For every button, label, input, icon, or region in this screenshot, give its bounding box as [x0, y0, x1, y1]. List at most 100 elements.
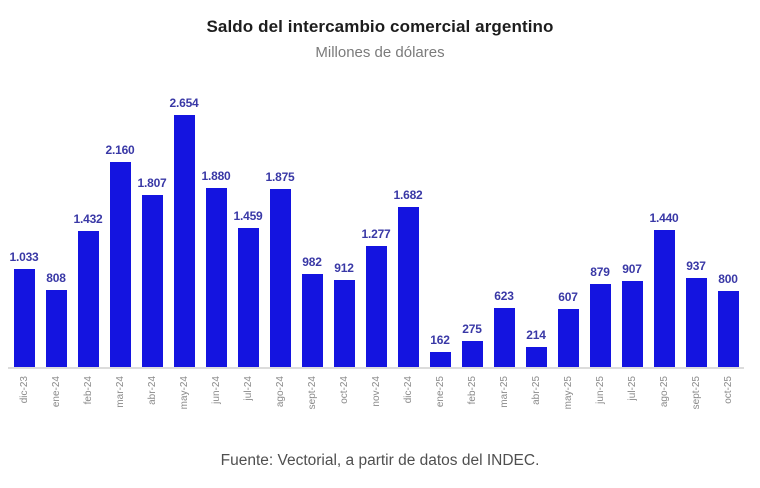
- bar-column: 607: [552, 290, 584, 367]
- bar: [45, 290, 67, 367]
- x-axis-tick-label: may-25: [562, 376, 574, 410]
- bar-column: 1.807: [136, 176, 168, 367]
- bar-value-label: 623: [494, 289, 514, 303]
- x-axis-tick: abr-25: [520, 369, 552, 435]
- bar: [173, 115, 195, 367]
- bar-value-label: 800: [718, 272, 738, 286]
- x-axis-tick-label: mar-24: [114, 376, 126, 408]
- x-axis-tick-label: sept-24: [306, 376, 318, 410]
- x-axis-tick-label: ago-24: [274, 376, 286, 408]
- x-axis-tick-label: oct-25: [722, 376, 734, 404]
- bar-chart: 1.033 808 1.432 2.160 1.807 2.654 1.880 1.459 1.…: [0, 74, 760, 435]
- x-axis-tick: ene-25: [424, 369, 456, 435]
- x-axis-tick-label: abr-24: [146, 376, 158, 405]
- bar-value-label: 275: [462, 322, 482, 336]
- x-axis-tick-label: jun-25: [594, 376, 606, 404]
- x-axis-tick: nov-24: [360, 369, 392, 435]
- bar: [653, 230, 675, 367]
- x-axis-tick-label: feb-24: [82, 376, 94, 405]
- bar-value-label: 1.440: [649, 211, 679, 225]
- x-axis-tick-label: dic-24: [402, 376, 414, 404]
- x-axis-tick: jul-25: [616, 369, 648, 435]
- x-axis-tick: feb-24: [72, 369, 104, 435]
- x-axis-tick-label: ene-25: [434, 376, 446, 408]
- bar-column: 2.160: [104, 143, 136, 367]
- bar-value-label: 214: [526, 328, 546, 342]
- bar-column: 214: [520, 328, 552, 367]
- x-axis-tick: jun-24: [200, 369, 232, 435]
- chart-title: Saldo del intercambio comercial argentin…: [206, 17, 554, 36]
- x-axis-tick-label: sept-25: [690, 376, 702, 410]
- bar-column: 1.875: [264, 170, 296, 367]
- x-axis-tick: mar-24: [104, 369, 136, 435]
- x-axis-tick-label: ago-25: [658, 376, 670, 408]
- bar-column: 1.682: [392, 188, 424, 367]
- bar-column: 162: [424, 333, 456, 367]
- bar: [397, 207, 419, 367]
- x-axis-tick-label: abr-25: [530, 376, 542, 405]
- bar-column: 1.432: [72, 212, 104, 367]
- x-axis-tick-label: ene-24: [50, 376, 62, 408]
- bar-value-label: 907: [622, 262, 642, 276]
- bar: [237, 228, 259, 367]
- x-axis-tick: jul-24: [232, 369, 264, 435]
- x-axis-tick: ago-25: [648, 369, 680, 435]
- bar: [365, 246, 387, 367]
- bar-value-label: 912: [334, 261, 354, 275]
- bar-value-label: 2.654: [169, 96, 199, 110]
- bar-value-label: 162: [430, 333, 450, 347]
- bar-column: 1.880: [200, 169, 232, 367]
- x-axis-tick: may-25: [552, 369, 584, 435]
- bar-column: 912: [328, 261, 360, 367]
- chart-subtitle: Millones de dólares: [315, 44, 445, 61]
- x-axis-tick-label: feb-25: [466, 376, 478, 405]
- bar: [685, 278, 707, 367]
- x-axis-tick: oct-25: [712, 369, 744, 435]
- bar-column: 879: [584, 265, 616, 367]
- bar: [109, 162, 131, 367]
- x-axis-tick-label: oct-24: [338, 376, 350, 404]
- bar: [493, 308, 515, 367]
- bar: [621, 281, 643, 367]
- x-axis-tick: may-24: [168, 369, 200, 435]
- bar-column: 808: [40, 271, 72, 367]
- bar-value-label: 1.432: [73, 212, 103, 226]
- bar: [205, 188, 227, 367]
- x-axis: dic-23 ene-24 feb-24 mar-24 abr-24 may-24 jun-…: [8, 369, 744, 435]
- bar-value-label: 1.880: [201, 169, 231, 183]
- bar-value-label: 879: [590, 265, 610, 279]
- bar-value-label: 1.807: [137, 176, 167, 190]
- x-axis-tick-label: jul-24: [242, 376, 254, 401]
- bar-value-label: 1.033: [9, 250, 39, 264]
- bar-column: 275: [456, 322, 488, 367]
- x-axis-tick: dic-24: [392, 369, 424, 435]
- x-axis-tick-label: dic-23: [18, 376, 30, 404]
- x-axis-tick: dic-23: [8, 369, 40, 435]
- x-axis-tick: oct-24: [328, 369, 360, 435]
- x-axis-tick-label: may-24: [178, 376, 190, 410]
- bar-column: 1.033: [8, 250, 40, 367]
- x-axis-tick: ene-24: [40, 369, 72, 435]
- bar: [557, 309, 579, 367]
- bar-value-label: 808: [46, 271, 66, 285]
- bar-value-label: 982: [302, 255, 322, 269]
- bar: [301, 274, 323, 367]
- bar: [77, 231, 99, 367]
- x-axis-tick-label: jun-24: [210, 376, 222, 404]
- x-axis-tick: abr-24: [136, 369, 168, 435]
- x-axis-tick: jun-25: [584, 369, 616, 435]
- bar-column: 982: [296, 255, 328, 367]
- x-axis-tick-label: mar-25: [498, 376, 510, 408]
- source-note: Fuente: Vectorial, a partir de datos del…: [220, 452, 540, 469]
- x-axis-tick: mar-25: [488, 369, 520, 435]
- bar-column: 800: [712, 272, 744, 367]
- bar-value-label: 1.459: [233, 209, 263, 223]
- bar-column: 937: [680, 259, 712, 367]
- x-axis-tick: ago-24: [264, 369, 296, 435]
- bar-column: 623: [488, 289, 520, 367]
- bar-value-label: 2.160: [105, 143, 135, 157]
- bar: [525, 347, 547, 367]
- bar: [589, 284, 611, 367]
- bar-value-label: 607: [558, 290, 578, 304]
